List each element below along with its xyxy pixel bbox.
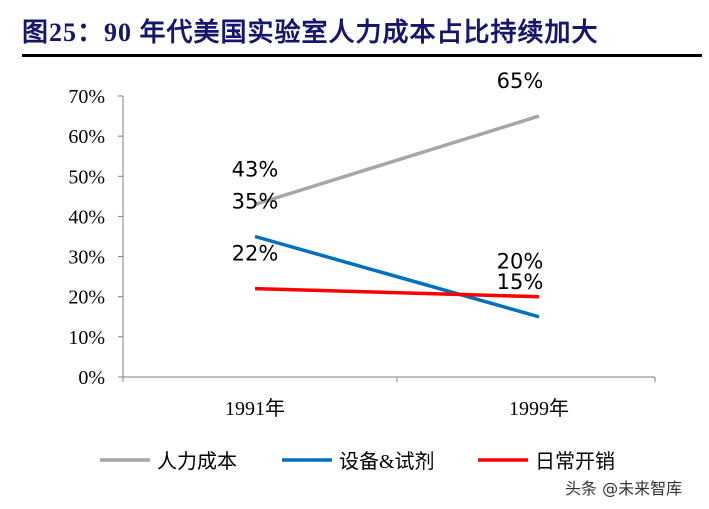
y-tick-label: 10% <box>68 327 105 349</box>
y-tick-label: 0% <box>78 367 105 389</box>
y-tick-label: 70% <box>68 86 105 108</box>
y-tick-label: 30% <box>68 247 105 269</box>
legend-label: 日常开销 <box>535 450 615 473</box>
legend-label: 设备&试剂 <box>339 450 435 473</box>
watermark: 头条 @未来智库 <box>565 479 683 498</box>
data-label: 43% <box>232 157 279 181</box>
data-label: 22% <box>232 242 279 266</box>
y-tick-label: 20% <box>68 287 105 309</box>
series-line <box>254 114 540 207</box>
y-tick-label: 50% <box>68 166 105 188</box>
y-tick-label: 40% <box>68 206 105 228</box>
x-tick-label: 1999年 <box>509 397 569 420</box>
x-tick-label: 1991年 <box>225 397 285 420</box>
title-divider <box>22 54 702 57</box>
series-line <box>254 234 540 319</box>
data-label: 35% <box>232 190 279 214</box>
series-line <box>254 286 540 299</box>
data-label: 15% <box>497 270 544 294</box>
chart-title: 图25：90 年代美国实验室人力成本占比持续加大 <box>22 18 599 47</box>
y-tick-label: 60% <box>68 126 105 148</box>
data-label: 20% <box>497 250 544 274</box>
data-label: 65% <box>497 69 544 93</box>
legend-label: 人力成本 <box>157 450 237 473</box>
